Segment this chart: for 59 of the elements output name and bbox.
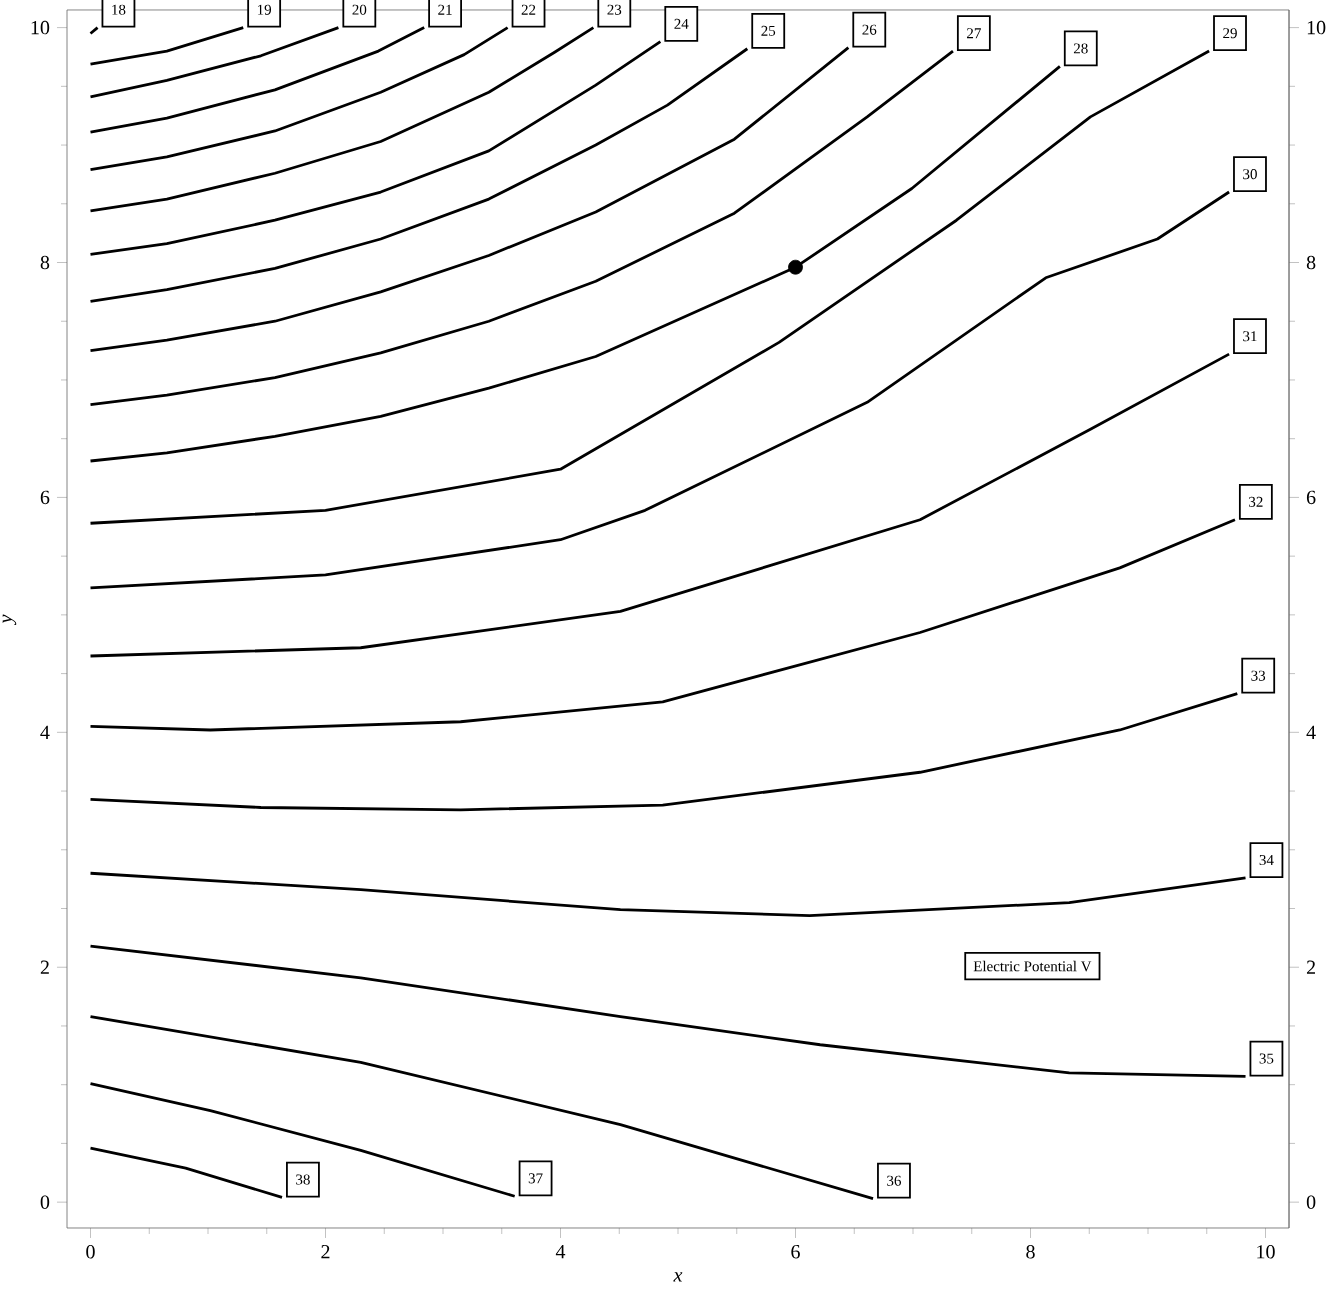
- y-axis-title: y: [2, 614, 17, 626]
- y-tick-label: 8: [40, 255, 50, 270]
- series-label: 28: [1073, 43, 1088, 54]
- x-tick-label: 4: [555, 1245, 566, 1259]
- x-tick-label: 2: [321, 1245, 330, 1259]
- series-label: 19: [257, 4, 272, 15]
- y-tick-label: 0: [40, 1195, 50, 1209]
- series-label: 21: [438, 4, 452, 15]
- line-series: [89, 40, 662, 256]
- y2-tick-label: 2: [1306, 960, 1315, 974]
- series-label: 37: [528, 1173, 543, 1184]
- line-series: [89, 26, 426, 134]
- series-label: 36: [887, 1175, 902, 1186]
- series-label: 18: [112, 4, 126, 15]
- series-label: 35: [1259, 1053, 1274, 1064]
- line-series: [89, 352, 1231, 658]
- line-series: [89, 26, 340, 99]
- x-tick-label: 8: [1026, 1245, 1035, 1259]
- series-label: 25: [761, 25, 776, 36]
- series-label: 32: [1249, 496, 1263, 507]
- series-label: 22: [521, 4, 536, 15]
- line-series: [89, 692, 1239, 812]
- y-tick-label: 2: [40, 960, 49, 974]
- series-label: 27: [967, 28, 981, 39]
- series-label: 26: [862, 24, 877, 35]
- x-tick-label: 10: [1257, 1245, 1275, 1259]
- line-series: [89, 49, 955, 407]
- y2-tick-label: 10: [1307, 20, 1326, 35]
- y2-tick-label: 6: [1306, 490, 1316, 505]
- y-tick-label: 10: [31, 20, 50, 35]
- line-series: [89, 944, 1247, 1078]
- series-label: 30: [1243, 169, 1257, 180]
- x-tick-label: 6: [791, 1245, 800, 1259]
- series-label: 38: [296, 1174, 310, 1185]
- line-series: [89, 190, 1231, 590]
- y2-tick-label: 8: [1306, 255, 1316, 270]
- series-label: 20: [352, 4, 367, 15]
- x-tick-label: 0: [86, 1245, 95, 1259]
- series-label: 31: [1243, 331, 1257, 342]
- y-tick-label: 6: [40, 490, 50, 505]
- x-axis-title: x: [673, 1272, 683, 1282]
- line-series: [89, 47, 749, 303]
- line-series: [89, 518, 1237, 732]
- series-label: 23: [607, 4, 622, 15]
- line-series: [89, 1015, 875, 1201]
- y2-tick-label: 4: [1306, 725, 1316, 739]
- line-series: [89, 64, 1062, 463]
- line-series: [89, 871, 1247, 917]
- series-label: 29: [1223, 28, 1237, 39]
- line-series: [89, 1082, 517, 1198]
- line-series: [89, 46, 850, 352]
- y2-tick-label: 0: [1306, 1195, 1316, 1209]
- series-label: 24: [674, 18, 689, 29]
- annotation: Electric Potential V: [973, 960, 1092, 972]
- line-series: [89, 26, 510, 172]
- y-tick-label: 4: [40, 725, 50, 739]
- line-series: [89, 26, 595, 213]
- series-label: 33: [1251, 670, 1266, 681]
- series-label: 34: [1259, 855, 1274, 866]
